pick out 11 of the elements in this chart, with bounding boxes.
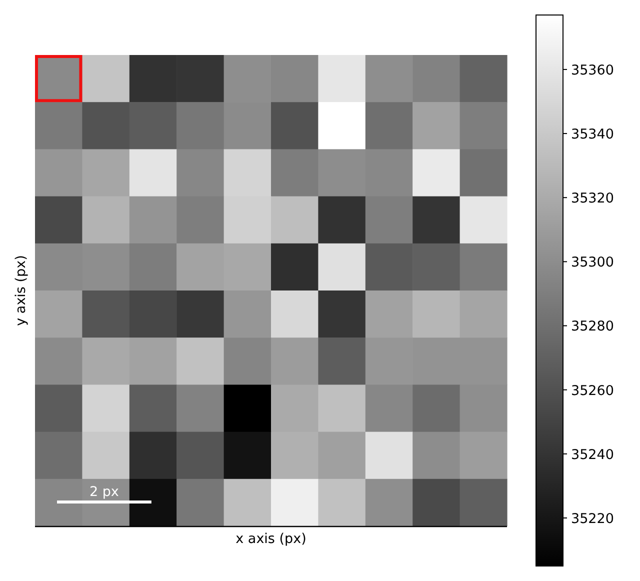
y-axis-title: y axis (px) [13,255,29,326]
color-bar-label: 35240 [571,446,614,463]
color-bar-label: 35360 [571,62,614,78]
color-bar-label: 35340 [571,126,614,143]
color-bar-label: 35280 [571,318,614,335]
annotation: 2 px [89,484,119,500]
color-bar-label: 35260 [571,382,614,399]
x-axis-title: x axis (px) [236,531,306,547]
color-bar-label: 35320 [571,190,614,207]
color-bar-label: 35220 [571,510,614,527]
color-bar-label: 35300 [571,254,614,271]
